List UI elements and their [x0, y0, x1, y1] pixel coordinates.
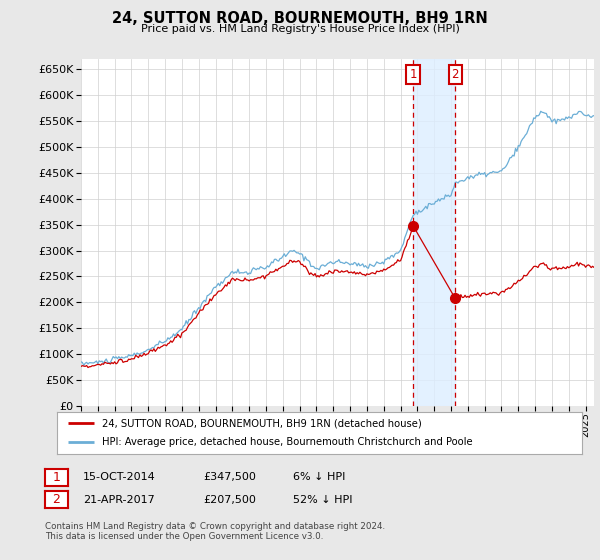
Text: 1: 1 — [409, 68, 417, 81]
Text: £347,500: £347,500 — [203, 472, 256, 482]
Text: HPI: Average price, detached house, Bournemouth Christchurch and Poole: HPI: Average price, detached house, Bour… — [101, 437, 472, 447]
Text: 15-OCT-2014: 15-OCT-2014 — [83, 472, 155, 482]
Text: 21-APR-2017: 21-APR-2017 — [83, 494, 155, 505]
Text: 2: 2 — [451, 68, 459, 81]
Text: 2: 2 — [52, 493, 61, 506]
Text: 1: 1 — [52, 470, 61, 484]
Text: 52% ↓ HPI: 52% ↓ HPI — [293, 494, 352, 505]
Text: 6% ↓ HPI: 6% ↓ HPI — [293, 472, 345, 482]
Text: £207,500: £207,500 — [203, 494, 256, 505]
Text: 24, SUTTON ROAD, BOURNEMOUTH, BH9 1RN: 24, SUTTON ROAD, BOURNEMOUTH, BH9 1RN — [112, 11, 488, 26]
Text: Price paid vs. HM Land Registry's House Price Index (HPI): Price paid vs. HM Land Registry's House … — [140, 24, 460, 34]
Text: 24, SUTTON ROAD, BOURNEMOUTH, BH9 1RN (detached house): 24, SUTTON ROAD, BOURNEMOUTH, BH9 1RN (d… — [101, 418, 421, 428]
Text: Contains HM Land Registry data © Crown copyright and database right 2024.
This d: Contains HM Land Registry data © Crown c… — [45, 522, 385, 542]
Bar — [413, 59, 455, 406]
